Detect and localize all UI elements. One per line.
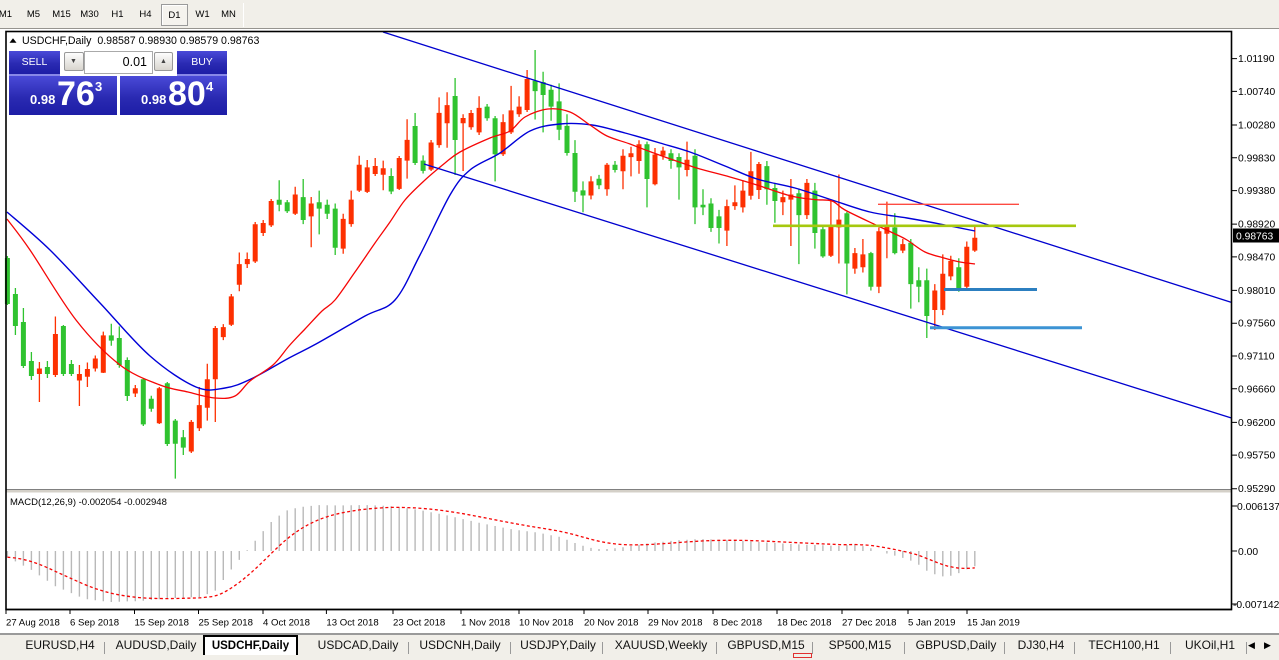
svg-text:8 Dec 2018: 8 Dec 2018 (713, 618, 762, 629)
svg-text:18 Dec 2018: 18 Dec 2018 (777, 618, 831, 629)
svg-text:15 Jan 2019: 15 Jan 2019 (967, 618, 1020, 629)
svg-text:0.98920: 0.98920 (1238, 220, 1275, 231)
svg-text:4 Oct 2018: 4 Oct 2018 (263, 618, 310, 629)
svg-text:-0.007142: -0.007142 (1233, 600, 1279, 611)
svg-text:5 Jan 2019: 5 Jan 2019 (908, 618, 955, 629)
svg-text:1.01190: 1.01190 (1238, 54, 1275, 65)
svg-text:0.97560: 0.97560 (1238, 319, 1275, 330)
svg-text:29 Nov 2018: 29 Nov 2018 (648, 618, 702, 629)
svg-text:MACD(12,26,9) -0.002054 -0.002: MACD(12,26,9) -0.002054 -0.002948 (10, 497, 167, 508)
svg-text:0.96660: 0.96660 (1238, 384, 1275, 395)
svg-text:27 Aug 2018: 27 Aug 2018 (6, 618, 60, 629)
svg-text:20 Nov 2018: 20 Nov 2018 (584, 618, 638, 629)
svg-text:10 Nov 2018: 10 Nov 2018 (519, 618, 573, 629)
svg-text:0.98010: 0.98010 (1238, 286, 1275, 297)
svg-text:13 Oct 2018: 13 Oct 2018 (326, 618, 378, 629)
svg-text:0.99380: 0.99380 (1238, 186, 1275, 197)
svg-text:23 Oct 2018: 23 Oct 2018 (393, 618, 445, 629)
svg-text:27 Dec 2018: 27 Dec 2018 (842, 618, 896, 629)
svg-text:6 Sep 2018: 6 Sep 2018 (70, 618, 119, 629)
svg-text:1.00740: 1.00740 (1238, 87, 1275, 98)
svg-text:0.97110: 0.97110 (1238, 352, 1275, 363)
svg-text:0.00: 0.00 (1238, 547, 1258, 558)
svg-text:15 Sep 2018: 15 Sep 2018 (135, 618, 189, 629)
svg-text:0.006137: 0.006137 (1237, 502, 1279, 513)
svg-text:0.98470: 0.98470 (1238, 252, 1275, 263)
svg-text:0.95290: 0.95290 (1238, 484, 1275, 495)
svg-text:USDCHF,Daily 0.98587 0.98930: USDCHF,Daily 0.98587 0.98930 0.98579 0.9… (22, 35, 259, 47)
svg-text:1.00280: 1.00280 (1238, 121, 1275, 132)
svg-text:1 Nov 2018: 1 Nov 2018 (461, 618, 510, 629)
svg-text:25 Sep 2018: 25 Sep 2018 (199, 618, 253, 629)
svg-text:0.99830: 0.99830 (1238, 153, 1275, 164)
svg-text:0.95750: 0.95750 (1238, 451, 1275, 462)
svg-text:0.98763: 0.98763 (1236, 232, 1273, 243)
svg-text:0.96200: 0.96200 (1238, 418, 1275, 429)
